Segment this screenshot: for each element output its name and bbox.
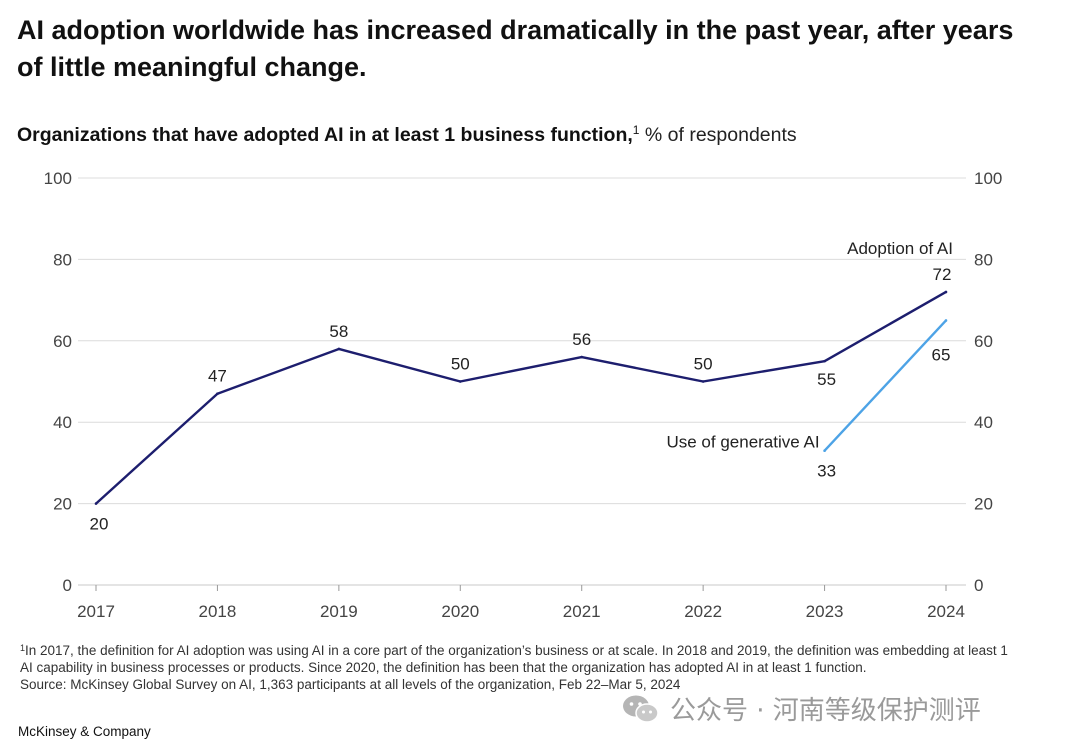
- footnotes: 1In 2017, the definition for AI adoption…: [20, 640, 1020, 693]
- y-tick-right-100: 100: [974, 169, 1002, 188]
- data-label-0-2022: 50: [694, 355, 713, 374]
- y-tick-left-0: 0: [63, 576, 72, 595]
- x-label-2023: 2023: [806, 602, 844, 621]
- data-label-0-2024: 72: [933, 265, 952, 284]
- headline: AI adoption worldwide has increased dram…: [17, 15, 1014, 82]
- data-point-0-2018: [216, 392, 219, 396]
- y-tick-right-0: 0: [974, 576, 983, 595]
- y-tick-right-20: 20: [974, 495, 993, 514]
- data-label-0-2021: 56: [572, 330, 591, 349]
- footnote-text: In 2017, the definition for AI adoption …: [20, 643, 1008, 675]
- y-tick-left-100: 100: [44, 169, 72, 188]
- series-line-1: [823, 319, 947, 452]
- series-name-adoption: Adoption of AI: [847, 239, 953, 258]
- watermark: 公众号 · 河南等级保护测评: [622, 690, 981, 727]
- chart-subtitle: Organizations that have adopted AI in at…: [17, 117, 797, 148]
- data-label-1-2024: 65: [932, 345, 951, 364]
- footnote-definition: 1In 2017, the definition for AI adoption…: [20, 640, 1020, 676]
- x-label-2024: 2024: [927, 602, 965, 621]
- data-point-0-2021: [580, 355, 584, 359]
- data-point-0-2017: [94, 502, 98, 505]
- x-label-2019: 2019: [320, 602, 358, 621]
- subtitle-unit: % of respondents: [639, 124, 797, 146]
- data-point-0-2020: [458, 380, 462, 383]
- y-tick-left-60: 60: [53, 332, 72, 351]
- data-label-0-2018: 47: [208, 367, 227, 386]
- data-label-0-2020: 50: [451, 355, 470, 374]
- subtitle-footnote-mark: 1: [632, 123, 640, 137]
- brand-name: McKinsey & Company: [18, 724, 151, 739]
- x-label-2018: 2018: [199, 602, 237, 621]
- series-line-0: [95, 290, 947, 505]
- y-tick-right-80: 80: [974, 250, 993, 269]
- data-point-1-2024: [944, 319, 948, 322]
- data-point-0-2019: [337, 347, 341, 351]
- x-label-2022: 2022: [684, 602, 722, 621]
- y-tick-left-40: 40: [53, 413, 72, 432]
- data-point-0-2024: [944, 290, 948, 294]
- subtitle-main: Organizations that have adopted AI in at…: [17, 124, 633, 146]
- data-label-0-2019: 58: [329, 322, 348, 341]
- data-label-0-2023: 55: [817, 370, 836, 389]
- y-tick-right-40: 40: [974, 413, 993, 432]
- y-tick-left-20: 20: [53, 495, 72, 514]
- data-point-0-2023: [823, 359, 826, 363]
- y-tick-left-80: 80: [53, 250, 72, 269]
- source-note: Source: McKinsey Global Survey on AI, 1,…: [20, 677, 681, 692]
- series-name-genai: Use of generative AI: [666, 433, 819, 452]
- watermark-text: 公众号 · 河南等级保护测评: [670, 696, 981, 726]
- data-label-0-2017: 20: [90, 515, 109, 534]
- x-label-2017: 2017: [77, 602, 115, 621]
- y-tick-right-60: 60: [974, 332, 993, 351]
- data-point-1-2023: [823, 449, 826, 452]
- wechat-icon: [623, 695, 659, 723]
- footnote-mark: 1: [20, 643, 26, 653]
- x-label-2020: 2020: [441, 602, 479, 621]
- x-label-2021: 2021: [563, 602, 601, 621]
- data-label-1-2023: 33: [817, 462, 836, 481]
- data-point-0-2022: [701, 380, 705, 383]
